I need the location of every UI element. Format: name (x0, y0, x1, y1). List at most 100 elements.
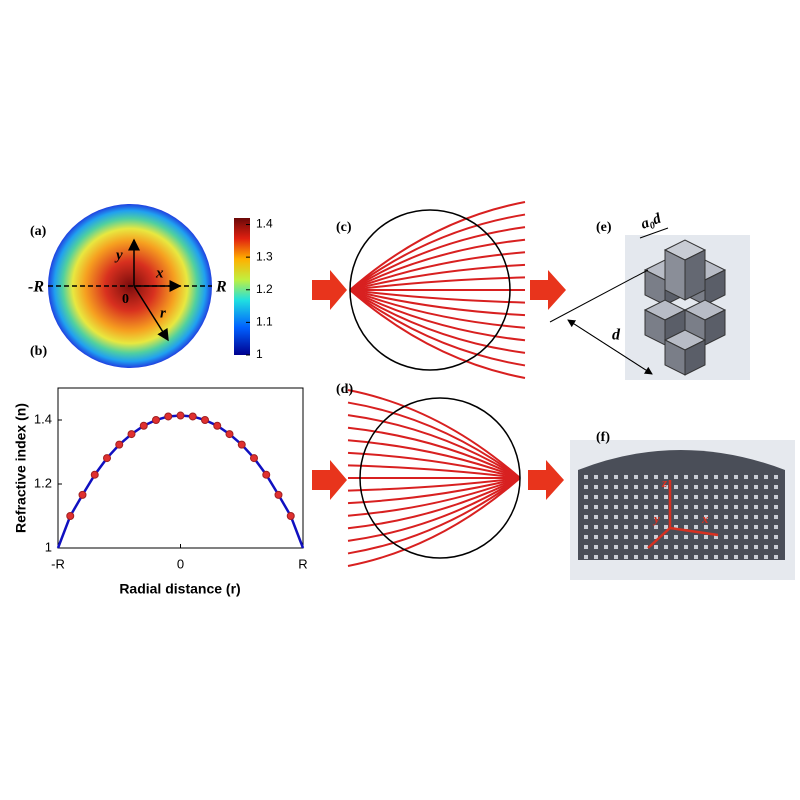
lattice-cell (754, 555, 758, 559)
lattice-cell (624, 555, 628, 559)
lattice-cell (734, 525, 738, 529)
lattice-cell (674, 475, 678, 479)
lattice-cell (764, 525, 768, 529)
ray (349, 289, 526, 317)
lattice-cell (644, 555, 648, 559)
lattice-cell (714, 505, 718, 509)
lattice-cell (764, 495, 768, 499)
lattice-cell (614, 495, 618, 499)
lattice-cell (714, 485, 718, 489)
ray (347, 477, 521, 542)
lattice-cell (724, 545, 728, 549)
lattice-cell (644, 535, 648, 539)
lattice-cell (664, 535, 668, 539)
ray (349, 226, 526, 291)
panel-label: (e) (596, 220, 612, 235)
lattice-cell (634, 505, 638, 509)
lattice-cell (594, 525, 598, 529)
lattice-cell (654, 555, 658, 559)
lattice-cell (774, 515, 778, 519)
lattice-cell (654, 495, 658, 499)
lattice-cell (664, 495, 668, 499)
colorbar-tick-label: 1.1 (256, 315, 273, 329)
axis-mark: y (114, 247, 123, 263)
marker (237, 440, 246, 449)
lattice-cell (624, 485, 628, 489)
lattice-cell (704, 555, 708, 559)
lattice-cell (694, 525, 698, 529)
lattice-cell (674, 525, 678, 529)
lattice-cell (614, 505, 618, 509)
lattice-cell (754, 515, 758, 519)
lattice-cell (744, 535, 748, 539)
lattice-cell (644, 545, 648, 549)
ray (347, 477, 521, 517)
lattice-cell (584, 535, 588, 539)
lattice-cell (754, 495, 758, 499)
lattice-cell (734, 485, 738, 489)
lattice-cell (674, 515, 678, 519)
lattice-cell (734, 505, 738, 509)
marker (225, 430, 234, 439)
lattice-cell (774, 545, 778, 549)
lattice-cell (584, 515, 588, 519)
marker (66, 512, 75, 520)
lattice-cell (764, 555, 768, 559)
lattice-cell (774, 475, 778, 479)
ray (349, 238, 526, 291)
lattice-cell (754, 475, 758, 479)
ray (349, 213, 526, 291)
lattice-cell (684, 475, 688, 479)
ray (349, 289, 526, 342)
marker (262, 470, 271, 479)
lattice-cell (654, 535, 658, 539)
lattice-cell (614, 555, 618, 559)
lattice-cell (644, 475, 648, 479)
ray (349, 251, 526, 291)
lattice-cell (634, 535, 638, 539)
lattice-cell (704, 485, 708, 489)
lattice-cell (584, 475, 588, 479)
marker (176, 411, 185, 420)
lattice-cell (724, 555, 728, 559)
panel-label: (f) (596, 430, 610, 445)
lattice-holes (584, 475, 778, 559)
ray-traces (347, 201, 526, 567)
ray (347, 477, 521, 492)
lattice-cell (704, 545, 708, 549)
lattice-cell (774, 525, 778, 529)
lattice-cell (634, 515, 638, 519)
lattice-cell (664, 545, 668, 549)
colorbar (234, 218, 250, 355)
lattice-cell (614, 545, 618, 549)
lattice-cell (754, 505, 758, 509)
x-tick-label: 0 (177, 556, 184, 571)
x-axis-label: Radial distance (r) (119, 581, 240, 597)
lattice-cell (604, 495, 608, 499)
ray (347, 426, 521, 479)
lattice-cell (664, 525, 668, 529)
lattice-cell (584, 555, 588, 559)
lattice-cell (764, 535, 768, 539)
ray (349, 289, 526, 329)
lattice-cell (614, 515, 618, 519)
lattice-cell (714, 475, 718, 479)
lattice-cell (644, 505, 648, 509)
lattice-cell (754, 525, 758, 529)
axes-triad (647, 480, 719, 549)
lattice-cell (714, 555, 718, 559)
ray (349, 276, 526, 291)
lattice-cell (764, 475, 768, 479)
lattice-cell (594, 535, 598, 539)
panel-label: (b) (30, 344, 47, 359)
r-arrow (133, 285, 169, 342)
lens-outline (359, 397, 521, 559)
lattice-cell (704, 475, 708, 479)
colorbar-tick-label: 1.2 (256, 282, 273, 296)
lattice-cell (634, 525, 638, 529)
lattice-cell (744, 495, 748, 499)
lattice-cell (604, 555, 608, 559)
lattice-cell (604, 525, 608, 529)
lattice-cell (624, 495, 628, 499)
